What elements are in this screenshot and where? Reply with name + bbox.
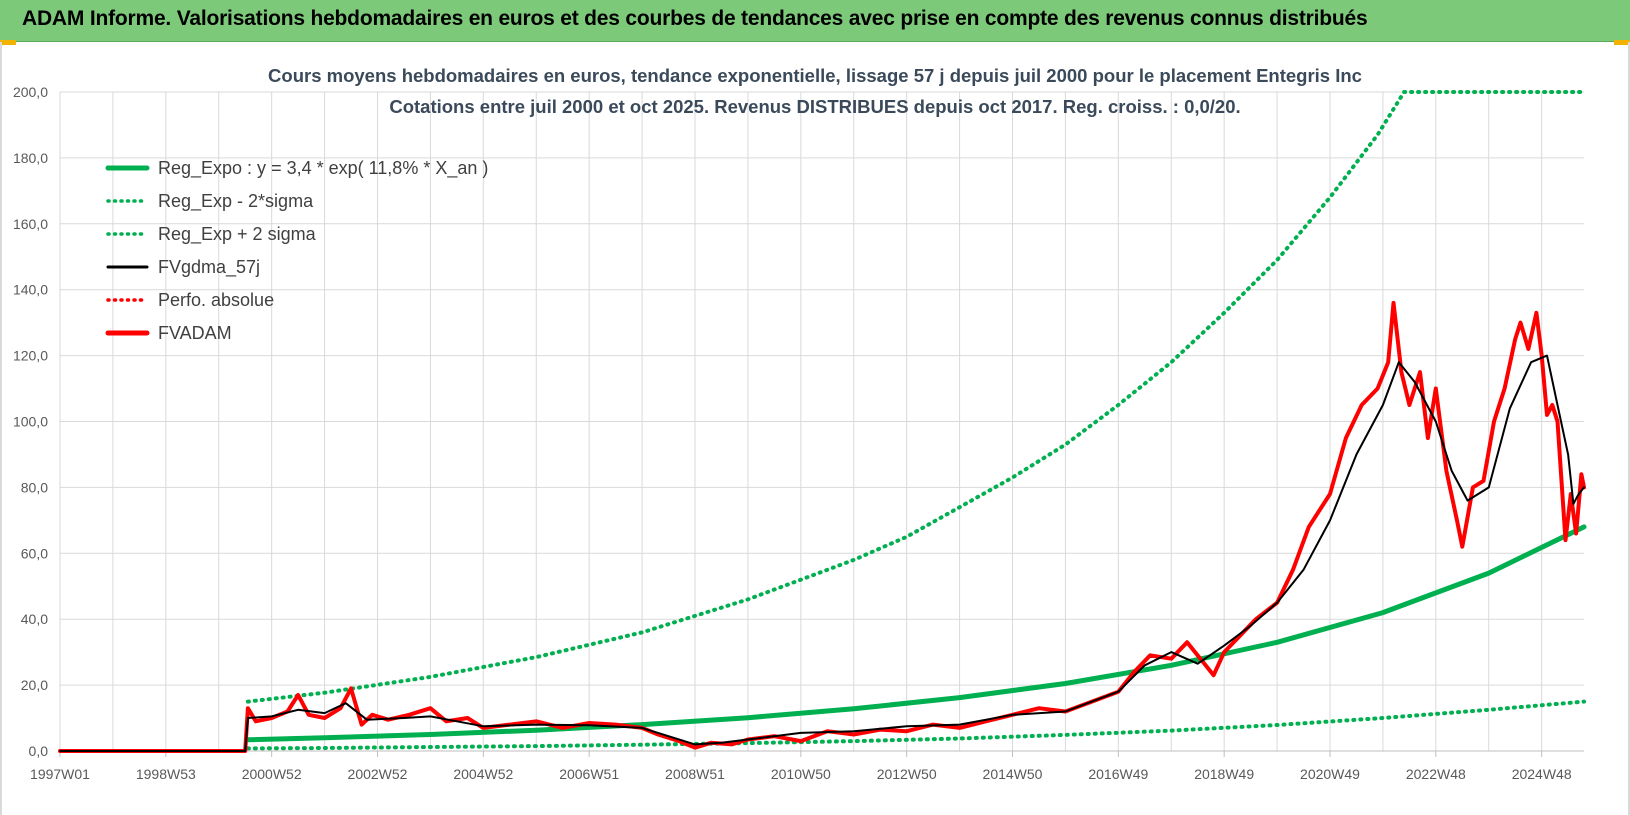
- series-layer: [58, 90, 1587, 753]
- legend-label: Reg_Exp - 2*sigma: [158, 191, 314, 212]
- x-tick-label: 2006W51: [559, 766, 619, 782]
- legend-label: Perfo. absolue: [158, 290, 274, 310]
- legend-label: Reg_Exp + 2 sigma: [158, 224, 317, 245]
- y-tick-label: 120,0: [13, 348, 48, 364]
- x-tick-label: 2022W48: [1406, 766, 1466, 782]
- chart-legend: Reg_Expo : y = 3,4 * exp( 11,8% * X_an )…: [105, 158, 488, 343]
- corner-accent-right: [1614, 40, 1630, 45]
- y-tick-label: 200,0: [13, 84, 48, 100]
- y-tick-label: 60,0: [21, 545, 48, 561]
- x-tick-label: 2012W50: [877, 766, 937, 782]
- x-tick-label: 2014W50: [983, 766, 1043, 782]
- x-tick-label: 1998W53: [136, 766, 196, 782]
- x-tick-label: 2016W49: [1088, 766, 1148, 782]
- y-tick-label: 140,0: [13, 282, 48, 298]
- chart-frame: [0, 42, 1630, 815]
- x-tick-label: 2002W52: [348, 766, 408, 782]
- y-tick-label: 40,0: [21, 611, 48, 627]
- x-tick-label: 2000W52: [242, 766, 302, 782]
- chart-title: Cours moyens hebdomadaires en euros, ten…: [268, 65, 1362, 86]
- series-line: [245, 699, 1586, 751]
- y-tick-label: 0,0: [29, 743, 49, 759]
- x-tick-label: 2010W50: [771, 766, 831, 782]
- y-tick-label: 20,0: [21, 677, 48, 693]
- x-tick-label: 2018W49: [1194, 766, 1254, 782]
- series-line: [58, 300, 1586, 753]
- y-axis: 0,0 20,0 40,0 60,0 80,0 100,0 120,0 140,0 160,0 1…: [13, 84, 48, 759]
- x-axis: 1997W01 1998W53 2000W52 2002W52 2004W52 2006W…: [30, 750, 1584, 782]
- chart-subtitle: Cotations entre juil 2000 et oct 2025. R…: [389, 96, 1240, 117]
- page-title: ADAM Informe. Valorisations hebdomadaire…: [22, 7, 1368, 30]
- x-tick-label: 1997W01: [30, 766, 90, 782]
- legend-label: FVADAM: [158, 323, 232, 343]
- x-tick-label: 2020W49: [1300, 766, 1360, 782]
- x-tick-label: 2004W52: [453, 766, 513, 782]
- legend-label: Reg_Expo : y = 3,4 * exp( 11,8% * X_an ): [158, 158, 488, 179]
- y-tick-label: 100,0: [13, 414, 48, 430]
- header-banner: ADAM Informe. Valorisations hebdomadaire…: [0, 0, 1630, 42]
- x-tick-label: 2024W48: [1512, 766, 1572, 782]
- series-line: [245, 524, 1587, 743]
- corner-accent-left: [0, 40, 16, 45]
- series-line: [59, 354, 1585, 752]
- y-tick-label: 160,0: [13, 216, 48, 232]
- y-tick-label: 180,0: [13, 150, 48, 166]
- x-tick-label: 2008W51: [665, 766, 725, 782]
- series-line: [245, 90, 1586, 704]
- legend-label: FVgdma_57j: [158, 257, 260, 278]
- y-tick-label: 80,0: [21, 479, 48, 495]
